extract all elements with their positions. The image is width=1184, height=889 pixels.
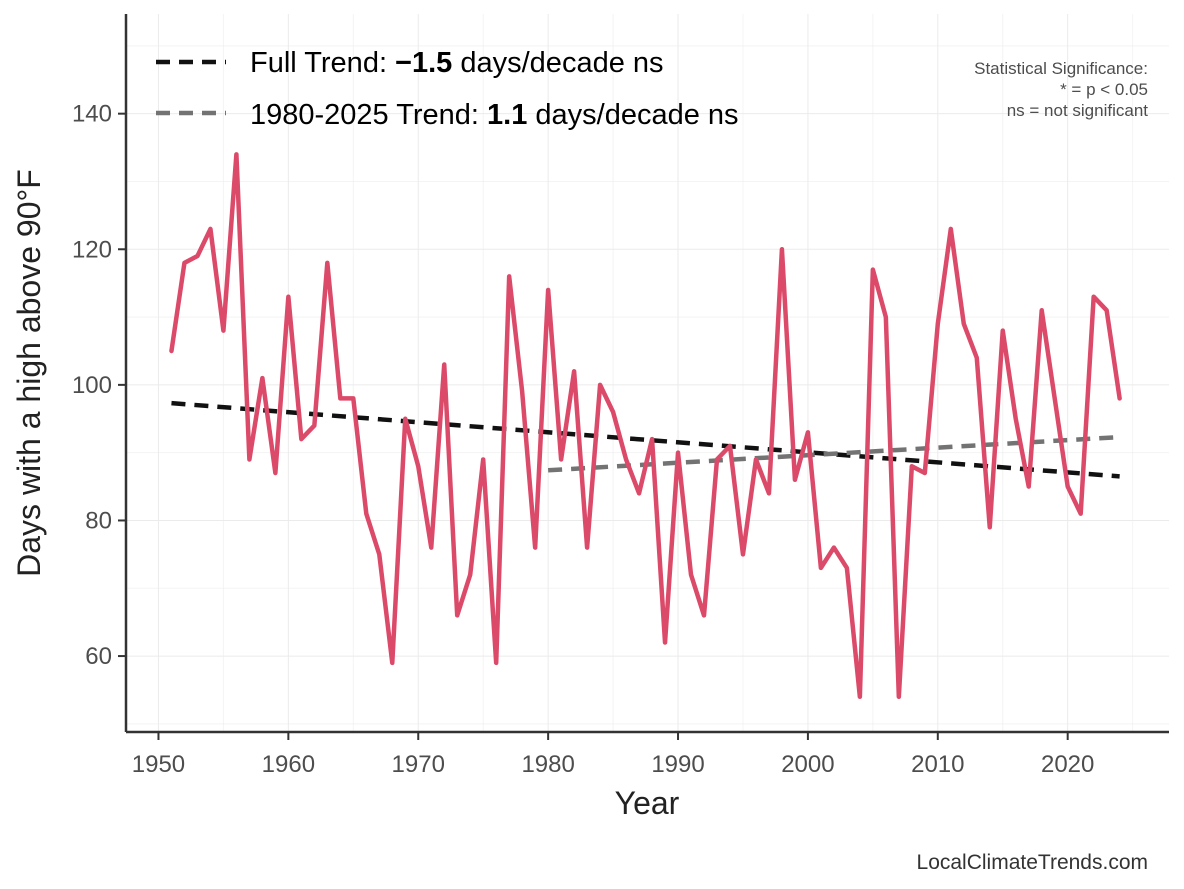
series-lines xyxy=(169,152,1122,699)
full-trend-line xyxy=(171,400,1120,479)
significance-star: * = p < 0.05 xyxy=(1060,80,1148,99)
x-tick-label: 1970 xyxy=(392,751,445,778)
significance-note: Statistical Significance: * = p < 0.05 n… xyxy=(974,59,1148,120)
legend: Full Trend: −1.5 days/decade ns 1980-202… xyxy=(156,47,739,131)
x-tick-label: 1950 xyxy=(132,751,185,778)
legend-recent-trend-label: 1980-2025 Trend: 1.1 days/decade ns xyxy=(250,99,739,131)
trend-lines xyxy=(171,400,1120,479)
x-tick-label: 2000 xyxy=(781,751,834,778)
legend-full-trend-value: −1.5 xyxy=(395,47,452,79)
significance-ns: ns = not significant xyxy=(1007,101,1149,120)
x-tick-label: 2020 xyxy=(1041,751,1094,778)
caption: LocalClimateTrends.com xyxy=(917,851,1148,874)
series-line-days-above-90f xyxy=(169,152,1122,699)
y-tick-label: 140 xyxy=(72,101,112,128)
y-axis-title: Days with a high above 90°F xyxy=(11,169,47,577)
legend-full-trend-prefix: Full Trend: xyxy=(250,47,395,79)
legend-recent-trend-suffix: days/decade ns xyxy=(527,99,738,131)
legend-full-trend-suffix: days/decade ns xyxy=(452,47,663,79)
y-tick-label: 80 xyxy=(85,507,112,534)
x-axis-title: Year xyxy=(615,785,680,821)
legend-recent-trend-value: 1.1 xyxy=(487,99,527,131)
y-tick-label: 100 xyxy=(72,372,112,399)
legend-recent-trend-prefix: 1980-2025 Trend: xyxy=(250,99,487,131)
significance-title: Statistical Significance: xyxy=(974,59,1148,78)
x-tick-label: 1980 xyxy=(521,751,574,778)
x-tick-label: 1990 xyxy=(651,751,704,778)
x-tick-label: 1960 xyxy=(262,751,315,778)
y-tick-label: 120 xyxy=(72,236,112,263)
recent-trend-line xyxy=(548,434,1120,473)
x-tick-label: 2010 xyxy=(911,751,964,778)
x-ticks: 1950 1960 1970 1980 1990 2000 2010 2020 xyxy=(132,732,1094,778)
legend-full-trend-label: Full Trend: −1.5 days/decade ns xyxy=(250,47,664,79)
y-tick-label: 60 xyxy=(85,643,112,670)
y-ticks: 60 80 100 120 140 xyxy=(72,101,126,670)
